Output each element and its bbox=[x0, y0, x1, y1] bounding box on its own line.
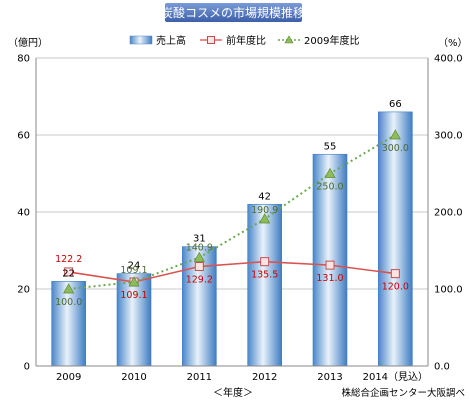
yoy-marker bbox=[260, 257, 270, 267]
gridlines bbox=[36, 57, 428, 290]
vs2009-value-label: 190.9 bbox=[251, 205, 278, 216]
legend: 売上高 前年度比 2009年度比 bbox=[129, 34, 359, 47]
source-note: 株総合企画センター大阪調べ bbox=[341, 387, 465, 399]
bar-value-label: 66 bbox=[389, 99, 402, 110]
vs2009-marker bbox=[128, 276, 140, 287]
x-tick-label: 2013 bbox=[317, 372, 342, 383]
yoy-marker bbox=[325, 260, 335, 270]
legend-marker-yoy bbox=[207, 36, 215, 44]
yoy-marker bbox=[64, 267, 74, 277]
chart-title: 炭酸コスメの市場規模推移 bbox=[161, 5, 305, 20]
y-tick-label-left: 0 bbox=[24, 362, 30, 373]
x-tick-label: 2010 bbox=[121, 372, 146, 383]
data-labels: 22 24 31 42 55 66 122.2 109.1 129.2 135.5 131.0 120… bbox=[55, 99, 409, 308]
legend-marker-vs2009 bbox=[284, 35, 294, 44]
x-tick-label: 2014（見込） bbox=[363, 371, 428, 383]
bar-value-label: 42 bbox=[258, 191, 271, 202]
legend-label-sales: 売上高 bbox=[156, 34, 186, 47]
y-tick-label-right: 200.0 bbox=[434, 208, 463, 219]
vs2009-value-label: 109.1 bbox=[120, 265, 147, 276]
vs2009-marker bbox=[193, 251, 205, 262]
bars bbox=[51, 111, 413, 367]
vs2009-value-label: 250.0 bbox=[316, 182, 343, 193]
bar bbox=[51, 280, 86, 367]
vs2009-marker bbox=[259, 213, 271, 224]
bar-value-label: 55 bbox=[324, 141, 337, 152]
y-tick-label-left: 80 bbox=[17, 54, 30, 65]
y-tick-label-right: 300.0 bbox=[434, 131, 463, 142]
y-tick-label-right: 400.0 bbox=[434, 54, 463, 65]
bar bbox=[378, 111, 413, 367]
yoy-value-label: 109.1 bbox=[120, 290, 147, 301]
y-tick-label-right: 100.0 bbox=[434, 285, 463, 296]
yoy-value-label: 131.0 bbox=[316, 273, 343, 284]
x-tick-label: 2012 bbox=[252, 372, 277, 383]
bar-value-label: 24 bbox=[128, 261, 141, 272]
bar bbox=[247, 204, 282, 367]
yoy-value-label: 122.2 bbox=[55, 254, 82, 265]
right-axis-unit: （%） bbox=[438, 37, 468, 49]
title-box bbox=[165, 3, 302, 22]
x-axis-label: ＜年度＞ bbox=[213, 386, 253, 399]
legend-label-yoy: 前年度比 bbox=[226, 34, 266, 47]
vs2009-value-label: 100.0 bbox=[55, 297, 82, 308]
line-series bbox=[63, 129, 401, 294]
axes: 0 20 40 60 80 0.0 100.0 200.0 300.0 400.0 2009 2010… bbox=[17, 54, 462, 384]
y-tick-label-right: 0.0 bbox=[434, 362, 450, 373]
yoy-marker bbox=[194, 262, 204, 272]
yoy-line bbox=[68, 260, 396, 283]
y-tick-label-left: 20 bbox=[17, 285, 30, 296]
vs2009-marker bbox=[63, 283, 75, 294]
yoy-value-label: 120.0 bbox=[382, 282, 409, 293]
bar-value-label: 22 bbox=[62, 268, 75, 279]
vs2009-marker bbox=[389, 129, 401, 140]
y-tick-label-left: 60 bbox=[17, 131, 30, 142]
yoy-value-label: 129.2 bbox=[186, 275, 213, 286]
vs2009-value-label: 140.9 bbox=[186, 243, 213, 254]
yoy-value-label: 135.5 bbox=[251, 270, 278, 281]
x-tick-label: 2011 bbox=[187, 372, 212, 383]
yoy-marker bbox=[390, 269, 400, 279]
bar-value-label: 31 bbox=[193, 234, 206, 245]
legend-bar-swatch bbox=[129, 35, 153, 45]
legend-label-vs2009: 2009年度比 bbox=[304, 34, 359, 47]
bar bbox=[312, 153, 348, 367]
left-axis-unit: （億円） bbox=[8, 36, 48, 49]
vs2009-marker bbox=[324, 167, 336, 178]
x-tick-label: 2009 bbox=[56, 372, 81, 383]
y-tick-label-left: 40 bbox=[17, 208, 30, 219]
bar bbox=[116, 273, 152, 367]
vs2009-value-label: 300.0 bbox=[382, 143, 409, 154]
